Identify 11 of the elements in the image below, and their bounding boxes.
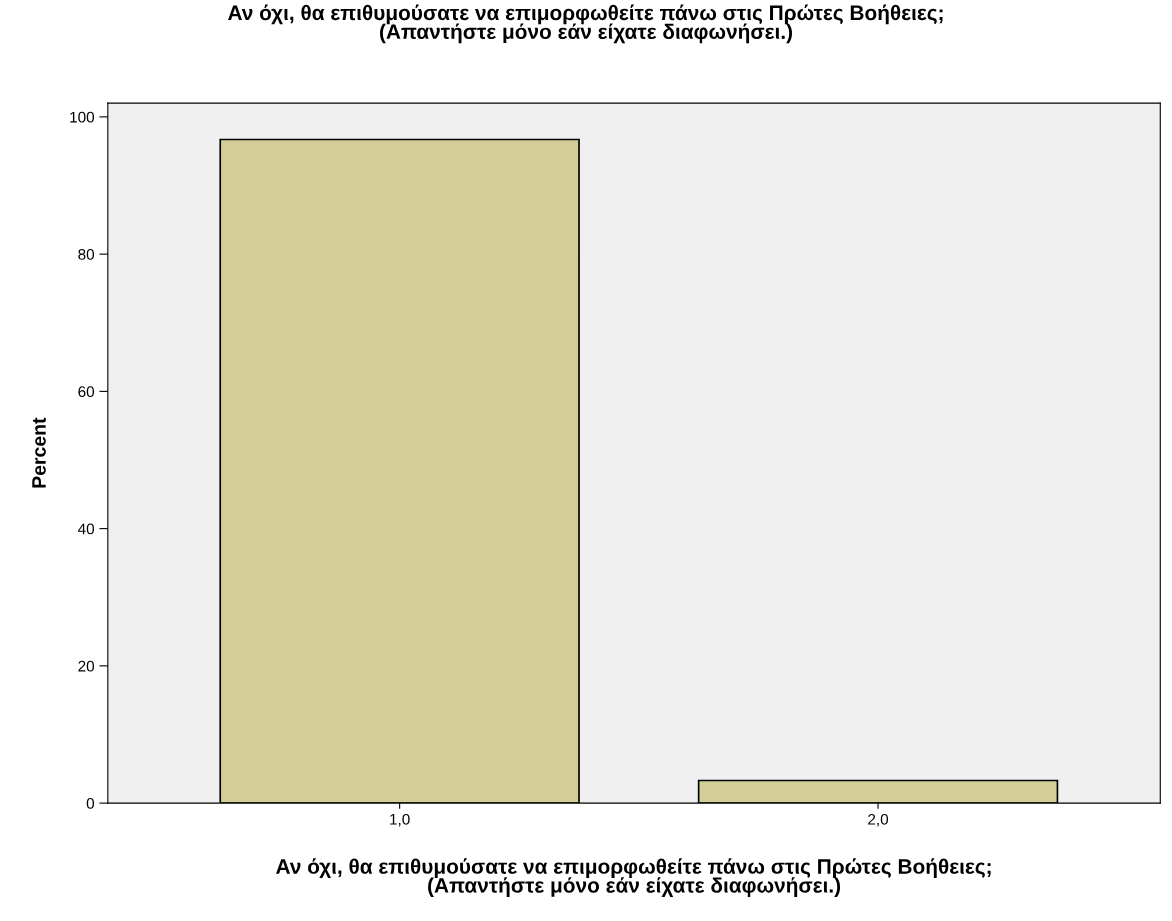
y-tick-label: 80 — [78, 248, 95, 260]
y-tick-label: 100 — [70, 111, 95, 123]
x-axis-title: Αν όχι, θα επιθυμούσατε να επιμορφωθείτε πάνω στις Πρώτες Βοήθειες; (Απαντήστε μόνο εάν είχατε διαφωνήσει.) — [276, 858, 991, 897]
y-tick-label: 60 — [78, 386, 95, 398]
y-tick-label: 40 — [77, 523, 95, 535]
y-axis-title: Percent — [32, 417, 46, 488]
y-tick-label: 20 — [78, 660, 95, 672]
x-tick-label: 1,0 — [390, 813, 410, 827]
chart-title: Αν όχι, θα επιθυμούσατε να επιμορφωθείτε πάνω στις Πρώτες Βοήθειες; (Απαντήστε μόνο εάν είχατε διαφωνήσει.) — [228, 4, 943, 44]
y-tick-label: 0 — [86, 797, 95, 809]
x-tick-label: 2,0 — [868, 813, 889, 827]
